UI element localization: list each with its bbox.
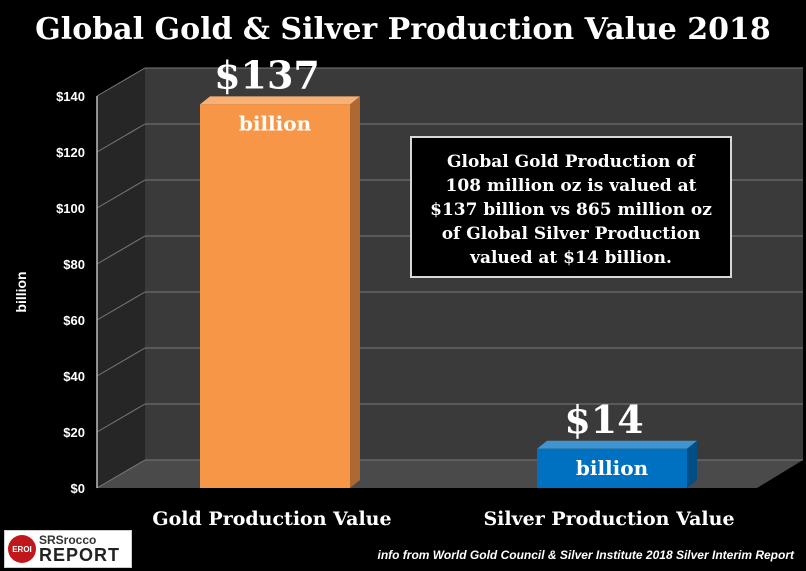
logo-line1: SRSrocco <box>39 533 97 547</box>
gridline-side <box>96 403 146 433</box>
logo-line2: REPORT <box>39 545 121 565</box>
data-label: $137 <box>214 52 320 97</box>
y-tick-label: $140 <box>56 89 85 104</box>
logo-badge: EROI <box>8 535 36 563</box>
y-tick-label: $20 <box>63 425 85 440</box>
gridline-side <box>96 291 146 321</box>
logo-text: SRSrocco REPORT <box>39 533 121 565</box>
chart-title: Global Gold & Silver Production Value 20… <box>35 12 771 47</box>
bar-top <box>537 440 697 449</box>
gridline-side <box>96 459 146 489</box>
annotation-box: Global Gold Production of 108 million oz… <box>410 136 732 278</box>
data-label-unit: billion <box>239 111 312 135</box>
y-tick-label: $40 <box>63 369 85 384</box>
x-tick-label: Gold Production Value <box>152 508 391 530</box>
x-tick-label: Silver Production Value <box>483 508 734 530</box>
gridline-side <box>96 347 146 377</box>
y-tick-label: $0 <box>71 481 85 496</box>
gridline-side <box>96 179 146 209</box>
data-label: $14 <box>564 397 643 442</box>
y-tick-label: $80 <box>63 257 85 272</box>
y-tick-label: $100 <box>56 201 85 216</box>
y-tick-label: $120 <box>56 145 85 160</box>
data-label-unit: billion <box>576 456 649 480</box>
bar <box>200 104 350 489</box>
y-axis-label: billion <box>13 271 29 312</box>
y-tick-label: $60 <box>63 313 85 328</box>
bar-top <box>200 96 360 105</box>
gridline-side <box>96 123 146 153</box>
gridline-side <box>96 67 146 97</box>
bar-side <box>687 440 697 488</box>
source-note: info from World Gold Council & Silver In… <box>377 548 794 562</box>
bar <box>537 448 687 488</box>
srsrocco-logo: EROI SRSrocco REPORT <box>4 530 132 568</box>
gridline-side <box>96 235 146 265</box>
plot-side-wall <box>97 68 145 488</box>
bar-side <box>350 96 360 489</box>
